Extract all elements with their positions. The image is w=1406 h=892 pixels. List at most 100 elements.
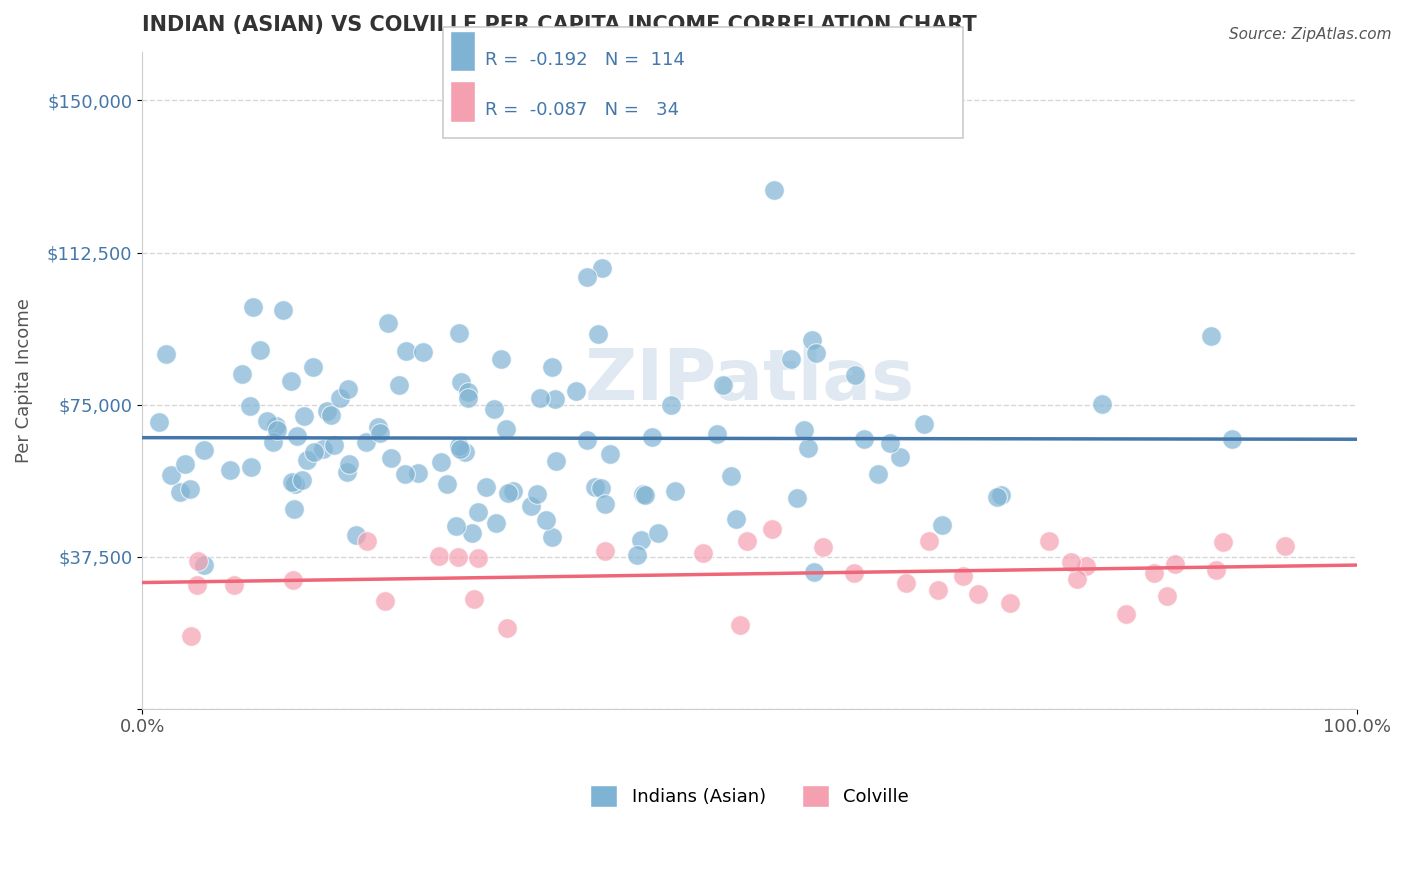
Point [354,435,377,450]
Point [793,424,815,438]
Point [256,414,278,428]
Point [430,455,453,469]
Point [586,326,609,341]
Point [1038,533,1060,548]
Point [316,403,339,417]
Point [868,467,890,481]
Point [193,442,215,457]
Point [337,382,360,396]
Text: ZIPatlas: ZIPatlas [585,346,915,415]
Point [634,488,657,502]
Point [368,426,391,441]
Point [240,459,263,474]
Point [1212,534,1234,549]
Point [280,375,302,389]
Point [356,534,378,549]
Point [457,392,479,406]
Point [159,467,181,482]
Point [180,629,202,643]
Point [239,399,262,413]
Point [388,378,411,392]
Point [806,346,828,360]
Point [446,549,468,564]
Point [803,566,825,580]
Point [266,423,288,437]
Point [323,438,346,452]
Point [599,447,621,461]
Point [312,442,335,457]
Point [761,522,783,536]
Point [725,512,748,526]
Point [735,533,758,548]
Point [449,442,471,456]
Point [380,450,402,465]
Point [450,375,472,389]
Y-axis label: Per Capita Income: Per Capita Income [15,298,32,463]
Point [1164,557,1187,571]
Point [998,596,1021,610]
Point [526,487,548,501]
Point [540,359,562,374]
Point [447,326,470,340]
Text: R =  -0.192   N =  114: R = -0.192 N = 114 [485,51,685,70]
Point [931,517,953,532]
Point [284,477,307,491]
Point [534,513,557,527]
Point [329,391,352,405]
Point [1274,539,1296,553]
Point [576,433,599,447]
Point [894,575,917,590]
Point [467,505,489,519]
Point [664,484,686,499]
Point [966,587,988,601]
Point [692,546,714,560]
Point [302,445,325,459]
Point [495,620,517,634]
Point [249,343,271,358]
Point [224,578,246,592]
Point [626,548,648,562]
Point [457,384,479,399]
Point [475,479,498,493]
Point [952,569,974,583]
Point [174,457,197,471]
Point [436,476,458,491]
Point [575,270,598,285]
Point [853,433,876,447]
Point [463,591,485,606]
Point [889,450,911,464]
Text: Source: ZipAtlas.com: Source: ZipAtlas.com [1229,27,1392,42]
Point [1066,572,1088,586]
Point [659,398,682,412]
Point [912,417,935,431]
Point [186,578,208,592]
Point [496,485,519,500]
Point [541,530,564,544]
Point [281,475,304,490]
Point [495,422,517,436]
Point [374,594,396,608]
Point [444,519,467,533]
Point [1143,566,1166,580]
Point [302,359,325,374]
Point [218,463,240,477]
Point [394,467,416,481]
Point [706,426,728,441]
Point [1060,555,1083,569]
Point [406,466,429,480]
Point [344,528,367,542]
Point [879,436,901,450]
Point [986,490,1008,504]
Point [295,453,318,467]
Point [1156,589,1178,603]
Point [844,566,866,581]
Point [262,435,284,450]
Text: INDIAN (ASIAN) VS COLVILLE PER CAPITA INCOME CORRELATION CHART: INDIAN (ASIAN) VS COLVILLE PER CAPITA IN… [142,15,977,35]
Text: R =  -0.087   N =   34: R = -0.087 N = 34 [485,102,679,120]
Point [242,300,264,314]
Point [811,540,834,554]
Point [377,316,399,330]
Point [264,418,287,433]
Point [796,441,818,455]
Point [502,483,524,498]
